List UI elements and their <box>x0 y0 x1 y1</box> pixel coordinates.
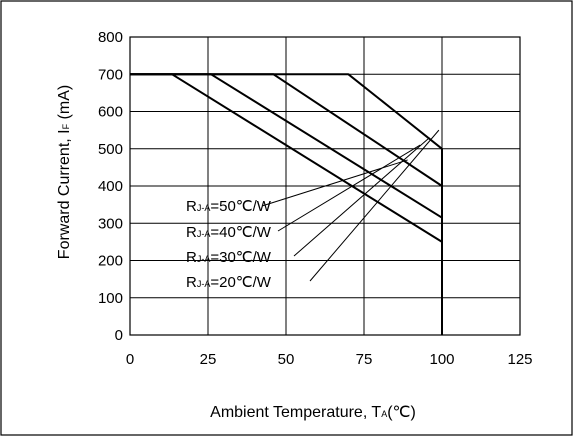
y-tick-label: 700 <box>98 66 123 83</box>
series-line-4 <box>130 73 443 335</box>
series-lines <box>130 73 443 335</box>
y-tick-label: 100 <box>98 290 123 307</box>
y-tick-label: 500 <box>98 141 123 158</box>
leader-line-3 <box>293 137 430 257</box>
legend-labels: RJ-A=50℃/W RJ-A=40℃/W RJ-A=30℃/W RJ-A=20℃/W <box>186 198 272 291</box>
x-axis-title: Ambient Temperature, TA(℃) <box>210 404 416 421</box>
plot-frame <box>129 36 521 336</box>
legend-label-2: RJ-A=40℃/W <box>186 224 272 241</box>
x-tick-label: 0 <box>126 351 134 368</box>
legend-leader-lines <box>261 129 440 282</box>
y-axis-title: Forward Current, IF (mA) <box>56 85 73 259</box>
leader-line-4 <box>309 129 440 282</box>
legend-label-4: RJ-A=20℃/W <box>186 274 272 291</box>
x-tick-label: 50 <box>278 351 295 368</box>
x-tick-label: 75 <box>356 351 373 368</box>
legend-label-3: RJ-A=30℃/W <box>186 249 272 266</box>
x-tick-label: 100 <box>429 351 454 368</box>
y-tick-label: 400 <box>98 178 123 195</box>
y-tick-label: 800 <box>98 29 123 46</box>
y-tick-label: 300 <box>98 215 123 232</box>
tick-labels: 0 25 50 75 100 125 0 100 200 300 400 500 600 700 800 <box>98 29 533 368</box>
y-tick-label: 200 <box>98 253 123 270</box>
x-tick-label: 125 <box>507 351 532 368</box>
y-tick-label: 600 <box>98 104 123 121</box>
legend-label-1: RJ-A=50℃/W <box>186 198 272 215</box>
leader-line-2 <box>277 144 421 232</box>
y-tick-label: 0 <box>115 327 123 344</box>
x-tick-label: 25 <box>200 351 217 368</box>
